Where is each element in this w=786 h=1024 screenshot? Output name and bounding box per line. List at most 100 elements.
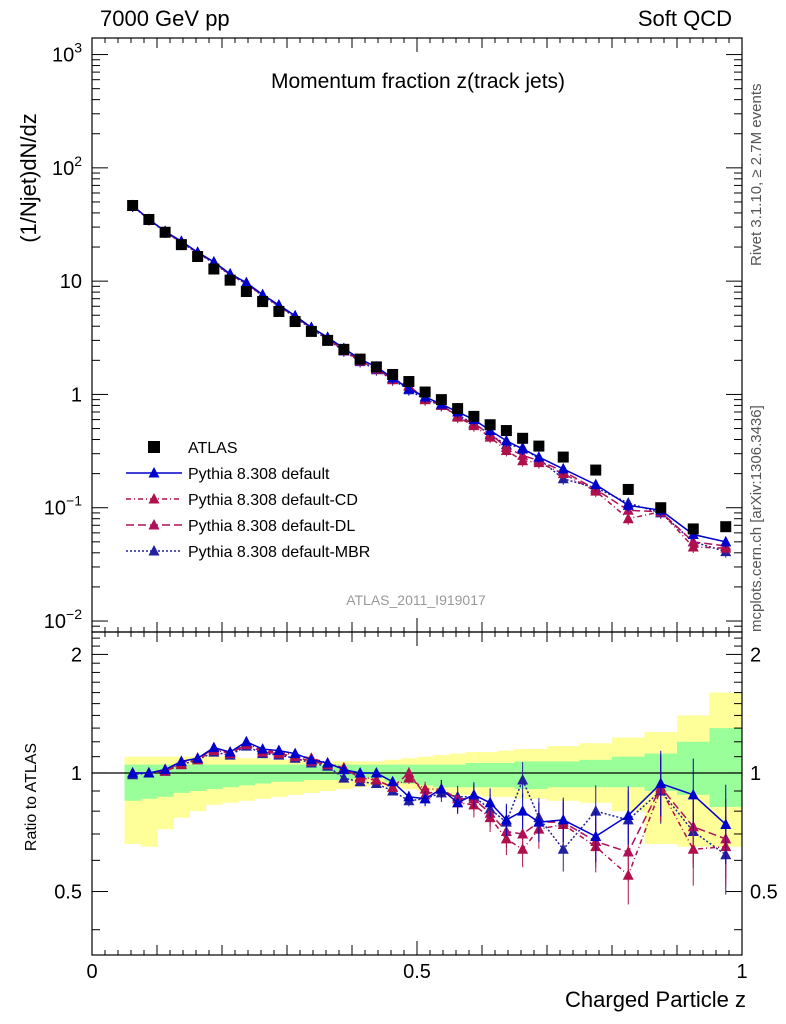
ratio-band-inner: [238, 764, 255, 786]
atlas-data-point: [687, 523, 699, 535]
ratio-series-point: [257, 743, 269, 754]
atlas-data-point: [240, 286, 252, 298]
ratio-series-point: [338, 763, 350, 775]
ratio-band-inner: [205, 764, 223, 790]
ratio-series-point: [590, 830, 602, 841]
atlas-data-point: [338, 343, 350, 355]
ratio-series-point: [590, 805, 602, 816]
analysis-id-label: ATLAS_2011_I919017: [346, 592, 486, 608]
ratio-series-point: [208, 741, 220, 753]
ratio-band-inner: [482, 763, 499, 788]
ratio-series-point: [159, 763, 171, 775]
main-series-point: [590, 478, 602, 490]
x-tick-label: 0: [86, 961, 97, 983]
atlas-data-point: [622, 483, 634, 495]
ratio-y-tick-label-right: 2: [750, 644, 761, 666]
ratio-band-inner: [417, 764, 434, 786]
ratio-series-point: [557, 813, 569, 825]
main-series-point: [517, 454, 529, 466]
ratio-series-line: [132, 745, 727, 856]
ratio-series-point: [622, 809, 634, 820]
atlas-data-point: [590, 464, 602, 476]
main-title: Momentum fraction z(track jets): [271, 70, 565, 93]
legend-triangle-icon: [148, 493, 160, 504]
main-series-point: [622, 512, 634, 524]
legend-label: Pythia 8.308 default-MBR: [188, 544, 370, 561]
main-series-point: [517, 442, 529, 454]
ratio-series-point: [622, 869, 634, 880]
ratio-series-point: [273, 744, 285, 756]
ratio-series-point: [452, 796, 464, 808]
atlas-data-point: [533, 440, 545, 452]
main-series-point: [720, 535, 732, 547]
ratio-series-point: [370, 773, 382, 785]
main-series-point: [240, 276, 252, 288]
ratio-band-inner: [498, 763, 515, 788]
atlas-data-point: [159, 226, 171, 238]
legend-entry: Pythia 8.308 default-DL: [126, 518, 355, 535]
atlas-data-point: [289, 316, 301, 328]
atlas-data-point: [720, 521, 732, 533]
legend-triangle-icon: [148, 545, 160, 556]
atlas-data-point: [403, 376, 415, 388]
ratio-series-point: [338, 772, 350, 783]
ratio-series-point: [322, 757, 334, 768]
legend-label: Pythia 8.308 default: [188, 466, 330, 483]
ratio-series-point: [127, 766, 139, 778]
main-series-point: [533, 451, 545, 462]
ratio-series-point: [143, 766, 155, 778]
ratio-series-point: [500, 832, 512, 844]
y-tick-label: 10−2: [44, 606, 82, 633]
main-plot-frame: [91, 37, 743, 633]
legend-square-icon: [148, 441, 160, 453]
atlas-data-point: [224, 274, 236, 286]
ratio-series-point: [354, 766, 366, 778]
ratio-series-point: [557, 843, 569, 854]
ratio-band-inner: [189, 764, 207, 791]
atlas-data-point: [500, 425, 512, 437]
ratio-series-point: [468, 788, 480, 800]
ratio-band-inner: [173, 764, 190, 793]
main-series-point: [687, 541, 699, 552]
atlas-data-point: [175, 239, 187, 251]
legend-label: Pythia 8.308 default-DL: [188, 518, 355, 535]
legend-label: ATLAS: [188, 440, 238, 457]
atlas-data-point: [557, 451, 569, 463]
atlas-data-point: [192, 251, 204, 263]
legend-triangle-icon: [148, 519, 160, 530]
ratio-band-inner: [254, 764, 272, 784]
ratio-series-point: [419, 792, 431, 804]
ratio-series-point: [224, 746, 236, 757]
legend-entry: Pythia 8.308 default-CD: [126, 492, 358, 509]
ratio-series-point: [403, 772, 415, 783]
legend-entry: Pythia 8.308 default: [126, 466, 330, 483]
ratio-series-point: [175, 755, 187, 766]
ratio-series-point: [305, 753, 317, 765]
y-tick-label: 10−1: [44, 493, 82, 520]
ratio-y-tick-label-left: 0.5: [54, 882, 82, 904]
atlas-data-point: [435, 394, 447, 406]
ratio-y-tick-label-left: 1: [71, 763, 82, 785]
ratio-series-point: [517, 773, 529, 785]
atlas-data-point: [484, 419, 496, 431]
ratio-band-inner: [612, 756, 645, 788]
atlas-data-point: [143, 214, 155, 226]
atlas-data-point: [208, 263, 220, 275]
ratio-series-point: [387, 781, 399, 792]
y-tick-label: 102: [52, 153, 82, 180]
main-series-point: [500, 434, 512, 446]
ratio-series-point: [687, 788, 699, 800]
main-y-axis-label: (1/Njet)dN/dz: [16, 113, 41, 243]
main-series-point: [557, 462, 569, 474]
ratio-band-inner: [449, 764, 467, 788]
atlas-data-point: [354, 353, 366, 365]
ratio-series-point: [435, 783, 447, 794]
ratio-y-tick-label-right: 0.5: [750, 882, 778, 904]
ratio-band-inner: [222, 764, 239, 788]
ratio-series-point: [484, 796, 496, 808]
ratio-series-group: [127, 735, 732, 865]
ratio-series-point: [387, 775, 399, 787]
ratio-band-inner: [433, 764, 450, 788]
atlas-data-point: [517, 432, 529, 444]
